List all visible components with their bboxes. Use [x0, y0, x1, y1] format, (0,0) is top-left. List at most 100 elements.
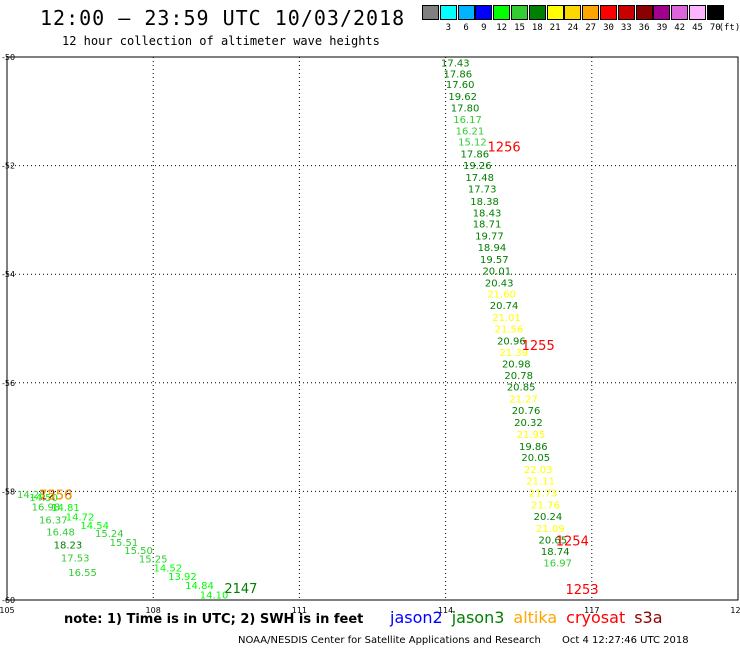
wave-height-value: 21.60: [487, 290, 516, 301]
wave-height-value: 17.86: [443, 69, 472, 80]
credit-text: NOAA/NESDIS Center for Satellite Applica…: [238, 635, 541, 646]
colorbar-swatch: [528, 5, 546, 20]
pass-time-label: 2147: [224, 582, 257, 597]
colorbar-swatch: [511, 5, 528, 20]
wave-height-value: 19.26: [463, 161, 492, 172]
wave-height-value: 20.76: [512, 406, 541, 417]
wave-height-value: 19.62: [448, 92, 477, 103]
wave-height-value: 15.24: [95, 529, 124, 540]
map-subtitle: 12 hour collection of altimeter wave hei…: [62, 34, 380, 48]
wave-height-value: 17.43: [441, 58, 470, 69]
axis-tick-labels: 105 108 111 114 117 120 -50 -52 -54 -56 -58 -60: [0, 53, 740, 615]
colorbar-label: 18: [531, 23, 543, 33]
colorbar-unit: (ft): [718, 23, 740, 33]
wave-height-value: 16.48: [46, 528, 75, 539]
lat-tick-label: -52: [2, 162, 15, 171]
wave-height-value: 20.74: [490, 301, 519, 312]
wave-height-value: 15.25: [139, 555, 168, 566]
wave-height-value: 21.39: [500, 348, 529, 359]
map-title: 12:00 — 23:59 UTC 10/03/2018: [40, 6, 406, 30]
colorbar-swatch: [689, 5, 706, 20]
wave-height-value: 21.76: [531, 500, 560, 511]
lat-tick-label: -60: [2, 596, 15, 605]
wave-height-value: 21.56: [495, 325, 524, 336]
lat-tick-label: -56: [2, 379, 15, 388]
generated-timestamp: Oct 4 12:27:46 UTC 2018: [562, 635, 689, 646]
units-note: note: 1) Time is in UTC; 2) SWH is in fe…: [64, 612, 364, 627]
wave-height-value: 14.84: [185, 581, 214, 592]
lat-tick-label: -58: [2, 487, 15, 496]
colorbar-swatch: [635, 5, 653, 20]
wave-height-value: 20.65: [538, 536, 567, 547]
footer-credit: NOAA/NESDIS Center for Satellite Applica…: [238, 635, 689, 646]
wave-height-value: 14.54: [80, 521, 109, 532]
wave-height-value: 14.28: [17, 490, 46, 501]
wave-height-value: 22.03: [524, 465, 553, 476]
wave-height-value: 16.97: [543, 559, 572, 570]
wave-height-value: 18.38: [470, 197, 499, 208]
wave-height-value: 21.01: [492, 313, 521, 324]
colorbar-label: 3: [445, 23, 451, 33]
colorbar-swatch: [706, 5, 724, 20]
lon-tick-label: 108: [146, 606, 161, 615]
colorbar-swatch: [671, 5, 689, 20]
colorbar-label: 39: [656, 23, 668, 33]
colorbar-label: 15: [514, 23, 525, 33]
colorbar-label: 36: [638, 23, 650, 33]
colorbar-swatch: [546, 5, 564, 20]
colorbar-swatch: [439, 5, 457, 20]
colorbar-swatch: [600, 5, 617, 20]
lat-tick-label: -50: [2, 53, 15, 62]
wave-height-value: 20.98: [502, 359, 531, 370]
lon-tick-label: 111: [292, 606, 307, 615]
lon-tick-label: 117: [584, 606, 599, 615]
colorbar-swatch: [422, 5, 439, 20]
wave-height-value: 21.95: [517, 430, 546, 441]
legend-satellite-name: s3a: [634, 608, 663, 627]
colorbar-label: 27: [585, 23, 597, 33]
colorbar-label: 33: [620, 23, 632, 33]
wave-height-value: 16.98: [32, 503, 61, 514]
wave-height-value: 20.43: [485, 278, 514, 289]
colorbar-swatch: [475, 5, 493, 20]
pass-time-label: 7550: [39, 489, 72, 504]
colorbar-label: 9: [481, 23, 487, 33]
wave-height-value: 20.01: [482, 266, 511, 277]
wave-height-value: 18.43: [473, 208, 502, 219]
lon-tick-label: 114: [438, 606, 453, 615]
wave-height-value: 20.24: [534, 512, 563, 523]
satellite-legend: jason2 jason3 altika cryosat s3a: [390, 608, 672, 627]
wave-height-value: 18.71: [473, 220, 502, 231]
colorbar-label: 30: [603, 23, 614, 33]
wave-height-value: 20.96: [497, 336, 526, 347]
wave-height-value: 17.73: [468, 184, 497, 195]
wave-height-value: 16.17: [453, 115, 482, 126]
wave-height-value: 18.94: [478, 243, 507, 254]
colorbar-label: 21: [549, 23, 561, 33]
lat-tick-label: -54: [2, 270, 15, 279]
colorbar-swatch: [564, 5, 582, 20]
legend-satellite-name: altika: [513, 608, 558, 627]
colorbar-label: 12: [496, 23, 508, 33]
satellite-pass: 17.4317.8617.6019.6217.8016.1716.2115.12…: [441, 58, 599, 598]
lat-lon-grid: [7, 57, 738, 600]
wave-height-value: 14.52: [153, 563, 182, 574]
colorbar-swatch: [457, 5, 475, 20]
wave-height-value: 17.80: [451, 103, 480, 114]
wave-height-value: 20.78: [504, 371, 533, 382]
wave-height-value: 13.92: [168, 572, 197, 583]
colorbar-swatch: [493, 5, 511, 20]
wave-height-value: 17.53: [61, 554, 90, 565]
pass-time-label: 1256: [39, 489, 72, 504]
lon-tick-label: 105: [0, 606, 15, 615]
wave-height-value: 14.10: [200, 591, 229, 602]
wave-height-value: 20.05: [521, 453, 550, 464]
lon-tick-label: 120: [730, 606, 740, 615]
wave-height-value: 15.51: [110, 538, 139, 549]
legend-satellite-name: jason2: [390, 608, 443, 627]
colorbar-label: 42: [674, 23, 686, 33]
wave-height-value: 15.50: [124, 546, 153, 557]
